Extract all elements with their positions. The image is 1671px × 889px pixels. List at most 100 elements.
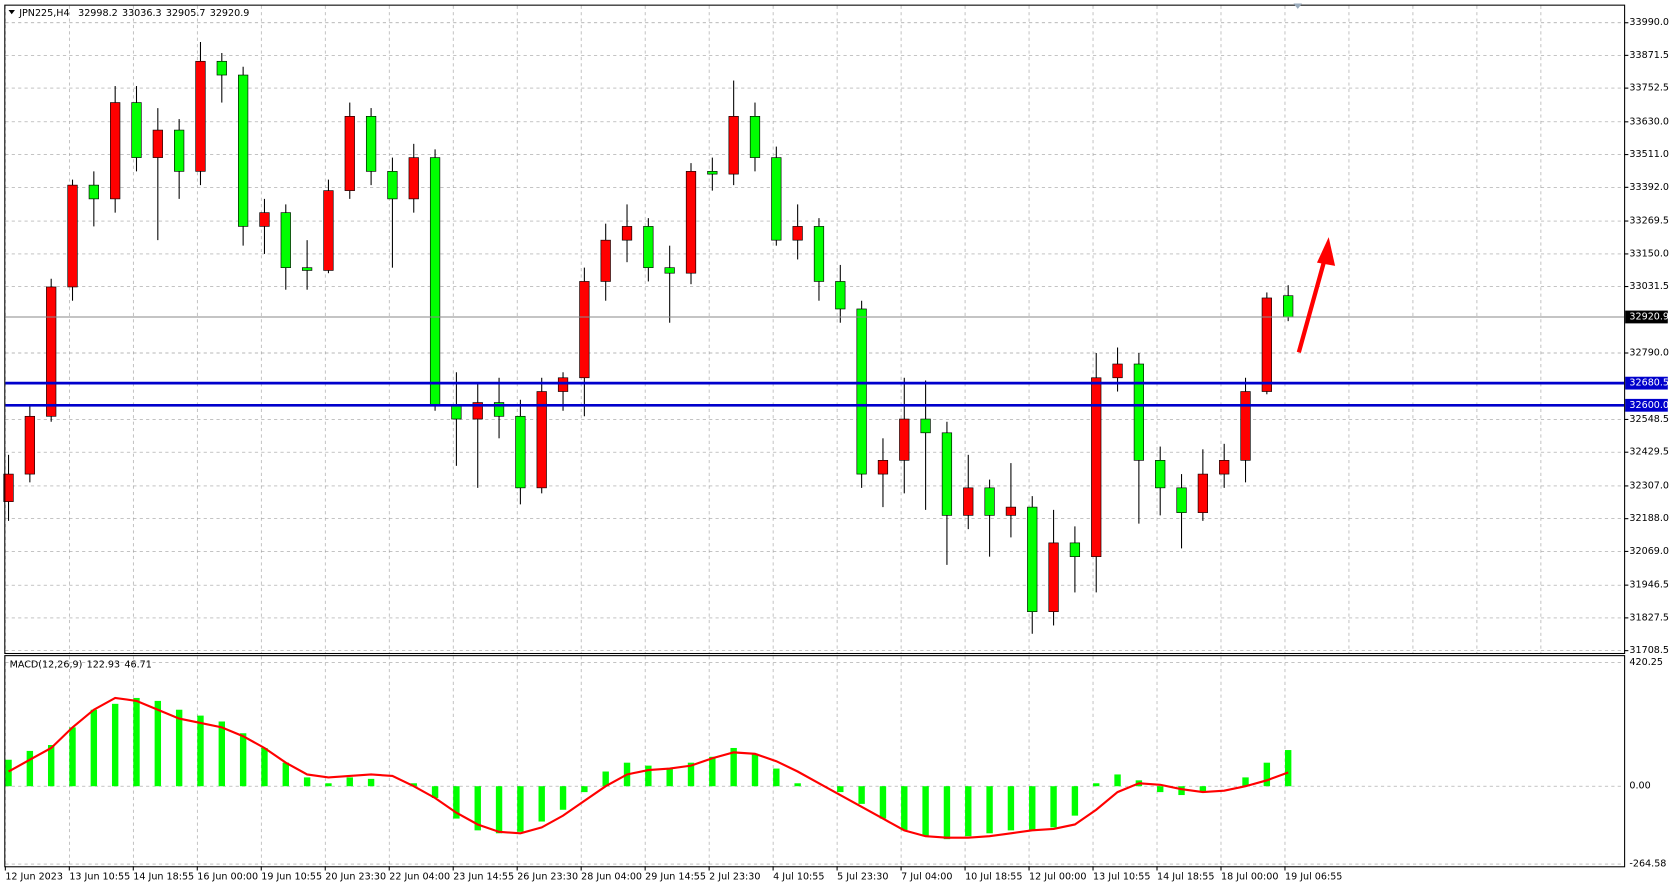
x-tick-label: 20 Jun 23:30 — [325, 871, 386, 882]
signal-value: 46.71 — [124, 659, 151, 670]
candle-body — [515, 415, 526, 489]
candle-body — [792, 226, 803, 241]
candle-body — [941, 432, 953, 516]
candle-body — [899, 418, 910, 461]
macd-bar — [645, 765, 652, 787]
candle-body — [1112, 363, 1123, 379]
macd-bar — [197, 715, 204, 787]
macd-bar — [901, 786, 908, 831]
candle-body — [749, 116, 761, 158]
candle-body — [621, 226, 633, 241]
candle-body — [323, 190, 334, 271]
x-tick-label: 23 Jun 14:55 — [453, 871, 514, 882]
candle-body — [600, 239, 611, 282]
y-tick-label: 31708.5 — [1629, 645, 1669, 656]
candle-body — [963, 487, 974, 516]
level-box — [1625, 398, 1668, 412]
macd-bar — [922, 786, 929, 837]
x-tick-label: 12 Jun 2023 — [5, 871, 63, 882]
x-tick-label: 18 Jul 00:00 — [1221, 871, 1278, 882]
indicator-name: MACD(12,26,9) — [10, 659, 83, 670]
x-tick-label: 5 Jul 23:30 — [837, 871, 888, 882]
macd-bar — [943, 786, 951, 840]
candle-body — [1133, 363, 1145, 461]
macd-bar — [1071, 786, 1079, 816]
candle-body — [1240, 391, 1251, 461]
macd-bar — [1050, 786, 1057, 828]
candle-body — [536, 391, 547, 489]
candle-body — [728, 116, 739, 175]
macd-bar — [687, 762, 695, 787]
y-tick-label: 33630.0 — [1629, 116, 1669, 127]
current-price-box — [1625, 310, 1668, 324]
candle-body — [344, 116, 355, 191]
level-box — [1625, 376, 1668, 390]
candle-body — [24, 415, 35, 475]
candle-body — [856, 308, 867, 475]
macd-bar — [325, 783, 332, 787]
y-tick-label: 33511.0 — [1629, 149, 1669, 160]
x-tick-label: 14 Jun 18:55 — [133, 871, 194, 882]
candle-body — [1261, 297, 1272, 392]
candle-body — [1155, 460, 1166, 489]
macd-bar — [47, 745, 55, 787]
macd-header: MACD(12,26,9) 122.93 46.71 — [10, 659, 152, 670]
trend-arrow-head — [1316, 237, 1336, 266]
y2-tick-label: -264.58 — [1629, 859, 1666, 870]
candle-body — [152, 129, 163, 158]
symbol: JPN225,H4 — [18, 8, 69, 19]
candle-body — [1091, 377, 1102, 557]
candle-body — [1027, 506, 1038, 613]
y-tick-label: 32069.0 — [1629, 546, 1669, 557]
x-tick-label: 10 Jul 18:55 — [965, 871, 1022, 882]
trend-arrow — [1296, 255, 1328, 353]
ohlc-value: 32920.9 — [210, 8, 250, 19]
macd-bar — [1093, 783, 1100, 787]
candle-body — [365, 116, 377, 172]
y-tick-label: 33392.0 — [1629, 182, 1669, 193]
candle-body — [493, 402, 505, 417]
macd-bar — [154, 700, 162, 787]
candle-body — [1005, 506, 1017, 516]
candle-body — [813, 226, 825, 282]
macd-bar — [581, 786, 588, 793]
macd-bar — [879, 786, 887, 819]
candle-body — [174, 129, 185, 172]
y-tick-label: 32548.5 — [1629, 414, 1669, 425]
candle-body — [1219, 460, 1230, 475]
x-tick-label: 22 Jun 04:00 — [389, 871, 450, 882]
y-tick-label: 31946.5 — [1629, 580, 1669, 591]
y-tick-label: 33150.0 — [1629, 248, 1669, 259]
candle-body — [984, 487, 995, 516]
candle-body — [46, 286, 57, 417]
macd-bar — [1114, 774, 1121, 787]
macd-bar — [965, 786, 972, 837]
y-tick-label: 32429.5 — [1629, 447, 1669, 458]
y-tick-label: 32790.0 — [1629, 347, 1669, 358]
candle-body — [920, 418, 931, 434]
y-tick-label: 31827.5 — [1629, 612, 1669, 623]
x-tick-label: 7 Jul 04:00 — [901, 871, 952, 882]
candle-body — [67, 184, 78, 288]
macd-bar — [1029, 786, 1036, 831]
macd-bar — [111, 703, 119, 787]
macd-bar — [1157, 786, 1164, 793]
macd-bar — [431, 786, 439, 798]
x-tick-label: 12 Jul 00:00 — [1029, 871, 1086, 882]
macd-bar — [453, 786, 460, 819]
level-label: 32680.5 — [1629, 378, 1669, 389]
candle-body — [472, 402, 483, 420]
candle-body — [280, 212, 291, 269]
candle-body — [1197, 473, 1208, 513]
candle-body — [685, 171, 697, 274]
y-tick-label: 33031.5 — [1629, 281, 1669, 292]
macd-bar — [1284, 750, 1292, 787]
candle-body — [1048, 542, 1059, 613]
macd-pane-border — [4, 655, 1626, 868]
macd-bar — [474, 786, 481, 831]
macd-bar — [986, 786, 993, 834]
candle-body — [195, 60, 206, 172]
macd-bar — [1199, 786, 1207, 793]
